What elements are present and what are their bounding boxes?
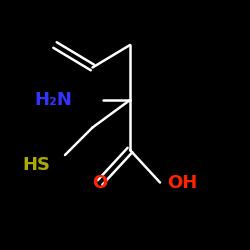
Text: HS: HS xyxy=(22,156,50,174)
Text: H₂N: H₂N xyxy=(34,91,72,109)
Text: O: O xyxy=(92,174,108,192)
Text: OH: OH xyxy=(168,174,198,192)
